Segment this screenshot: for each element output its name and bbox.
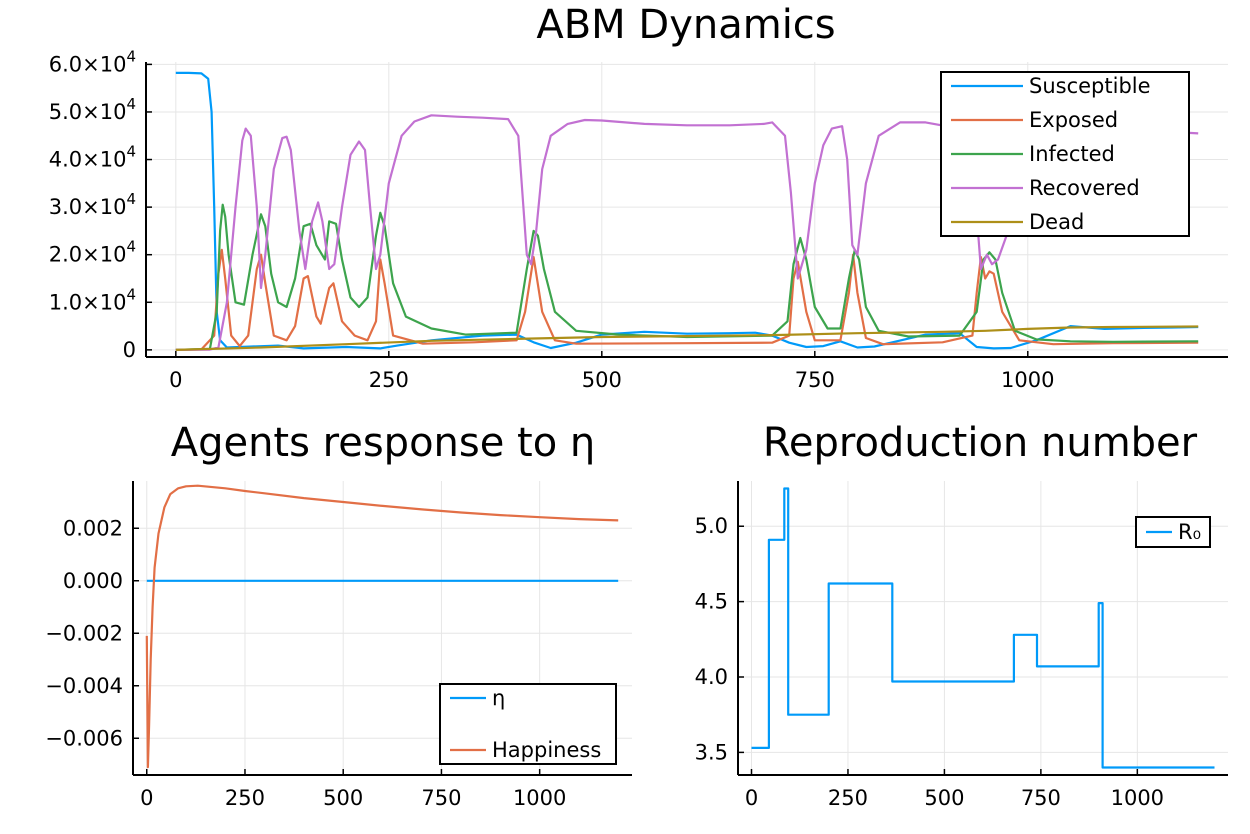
agents-response-x-tick-label: 1000 (513, 786, 566, 810)
abm-dynamics-y-tick-mantissa: 5.0×10 (49, 100, 127, 124)
abm-dynamics-y-tick-mantissa: 3.0×10 (49, 195, 127, 219)
abm-dynamics-y-tick-exponent: 4 (126, 143, 136, 161)
agents-response-x-tick-label: 250 (225, 786, 265, 810)
abm-dynamics-legend-label: Exposed (1029, 108, 1118, 132)
agents-response-legend-label: Happiness (492, 738, 601, 762)
reproduction-number-y-tick-label: 4.0 (695, 665, 728, 689)
abm-dynamics-series-susceptible (175, 71, 1199, 350)
agents-response-x-tick-label: 0 (140, 786, 153, 810)
abm-dynamics-y-tick-mantissa: 0 (123, 338, 136, 362)
agents-response-y-tick-label: −0.006 (45, 726, 123, 750)
abm-dynamics-legend-label: Susceptible (1029, 74, 1151, 98)
agents-response-title: Agents response to η (171, 420, 596, 466)
abm-dynamics-x-tick-label: 0 (169, 368, 182, 392)
agents-response-panel: Agents response to η 0 250 500 750 1000 −0.00… (45, 420, 632, 810)
abm-dynamics-axes: 0 250 500 750 100001.0×1042.0×1043.0×1044.0×… (49, 47, 1228, 392)
abm-dynamics-y-tick-label: 5.0×104 (49, 95, 136, 124)
abm-dynamics-y-tick-label: 6.0×104 (49, 47, 136, 76)
agents-response-series (145, 484, 619, 769)
abm-dynamics-y-tick-label: 0 (123, 338, 136, 362)
abm-dynamics-y-tick-mantissa: 2.0×10 (49, 243, 127, 267)
abm-dynamics-y-tick-label: 4.0×104 (49, 143, 136, 172)
abm-dynamics-y-tick-exponent: 4 (126, 238, 136, 256)
agents-response-x-tick-label: 750 (421, 786, 461, 810)
abm-dynamics-legend-label: Recovered (1029, 176, 1140, 200)
reproduction-number-x-tick-label: 750 (1021, 786, 1061, 810)
agents-response-y-tick-label: −0.002 (45, 621, 123, 645)
agents-response-y-tick-label: 0.002 (63, 516, 123, 540)
abm-dynamics-y-tick-mantissa: 6.0×10 (49, 52, 127, 76)
abm-dynamics-y-tick-exponent: 4 (126, 285, 136, 303)
reproduction-number-legend-label: R₀ (1178, 520, 1201, 544)
reproduction-number-series-r- (751, 487, 1215, 769)
abm-dynamics-x-tick-label: 250 (369, 368, 409, 392)
abm-dynamics-legend-label: Infected (1029, 142, 1115, 166)
reproduction-number-axes: 0 250 500 750 1000 3.5 4.0 4.5 5.0 (695, 481, 1228, 810)
agents-response-x-tick-label: 500 (323, 786, 363, 810)
abm-dynamics-y-tick-label: 3.0×104 (49, 190, 136, 219)
reproduction-number-y-tick-label: 4.5 (695, 590, 728, 614)
abm-dynamics-x-tick-label: 1000 (1001, 368, 1054, 392)
reproduction-number-legend: R₀ (1135, 516, 1211, 548)
abm-dynamics-y-tick-exponent: 4 (126, 190, 136, 208)
abm-dynamics-legend-label: Dead (1029, 210, 1084, 234)
reproduction-number-x-tick-label: 1000 (1111, 786, 1164, 810)
reproduction-number-series (751, 487, 1215, 769)
abm-dynamics-series (175, 71, 1199, 351)
agents-response-series-happiness (145, 484, 619, 769)
agents-response-legend: η Happiness (439, 683, 617, 765)
abm-dynamics-y-tick-mantissa: 4.0×10 (49, 148, 127, 172)
reproduction-number-y-tick-label: 3.5 (695, 740, 728, 764)
reproduction-number-x-tick-label: 500 (924, 786, 964, 810)
reproduction-number-title: Reproduction number (763, 420, 1198, 466)
agents-response-legend-label: η (492, 686, 505, 710)
abm-dynamics-panel: ABM Dynamics 0 250 500 750 100001.0×1042.0×1… (49, 2, 1228, 392)
agents-response-y-tick-label: −0.004 (45, 674, 123, 698)
abm-dynamics-series-dead (175, 325, 1199, 351)
reproduction-number-y-tick-label: 5.0 (695, 514, 728, 538)
abm-dynamics-series-exposed (175, 248, 1199, 351)
agents-response-axes: 0 250 500 750 1000 −0.006 −0.004 −0.002 0.000 0.0… (45, 481, 632, 810)
abm-dynamics-y-tick-mantissa: 1.0×10 (49, 290, 127, 314)
abm-dynamics-series-infected (175, 203, 1199, 351)
reproduction-number-panel: Reproduction number 0 250 500 750 1000 3.5 4.0… (695, 420, 1228, 810)
abm-dynamics-title: ABM Dynamics (536, 2, 835, 48)
abm-dynamics-y-tick-exponent: 4 (126, 47, 136, 65)
abm-dynamics-legend: Susceptible Exposed Infected Recovered Dead (940, 71, 1190, 237)
reproduction-number-x-tick-label: 0 (745, 786, 758, 810)
reproduction-number-x-tick-label: 250 (828, 786, 868, 810)
abm-dynamics-y-tick-exponent: 4 (126, 95, 136, 113)
abm-dynamics-y-tick-label: 1.0×104 (49, 285, 136, 314)
abm-dynamics-y-tick-label: 2.0×104 (49, 238, 136, 267)
abm-dynamics-x-tick-label: 500 (582, 368, 622, 392)
agents-response-y-tick-label: 0.000 (63, 569, 123, 593)
abm-dynamics-x-tick-label: 750 (795, 368, 835, 392)
